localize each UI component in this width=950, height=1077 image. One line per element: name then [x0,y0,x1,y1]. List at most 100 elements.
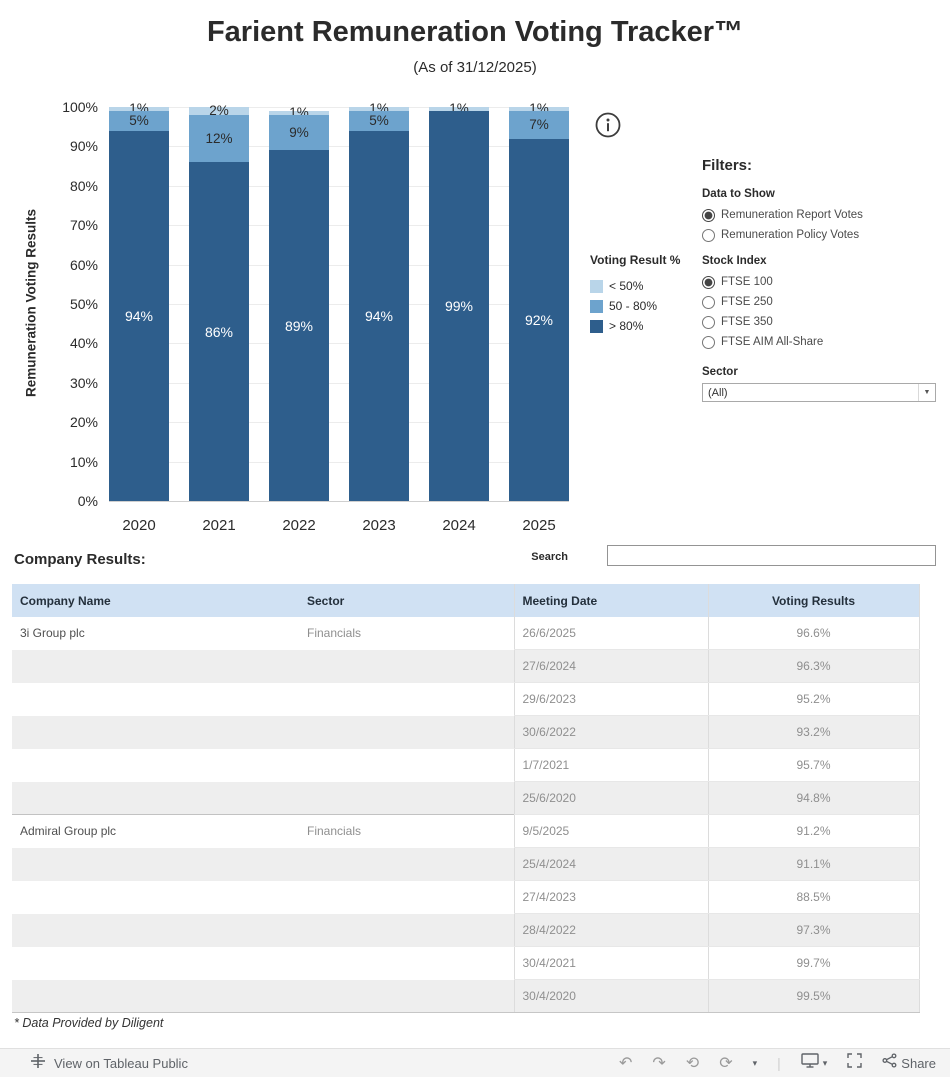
cell-voting-result[interactable]: 96.6% [707,617,920,650]
cell-meeting-date[interactable]: 30/6/2022 [513,715,708,749]
cell-company[interactable] [12,782,299,815]
legend-item-50[interactable]: < 50% [590,276,710,296]
bar-segment-50-2021[interactable]: 2% [189,103,249,118]
radio-option-ftse-350[interactable]: FTSE 350 [702,312,940,332]
share-button[interactable]: Share [882,1053,936,1073]
refresh-icon[interactable]: ⟳ [719,1053,733,1072]
cell-voting-result[interactable]: 91.2% [707,814,920,848]
radio-ftse-100[interactable] [702,275,715,289]
bar-2020: 1% 5% 94% [109,101,169,501]
cell-sector[interactable] [299,979,514,1013]
cell-meeting-date[interactable]: 30/4/2020 [513,979,708,1013]
radio-option-ftse-aim-all-share[interactable]: FTSE AIM All-Share [702,332,940,352]
sector-dropdown[interactable]: (All) ▼ [702,383,936,402]
cell-voting-result[interactable]: 94.8% [707,781,920,815]
cell-company[interactable] [12,716,299,749]
cell-voting-result[interactable]: 93.2% [707,715,920,749]
y-tick-label: 80% [69,177,98,194]
cell-voting-result[interactable]: 95.7% [707,748,920,782]
cell-meeting-date[interactable]: 26/6/2025 [513,617,708,650]
bar-segment-80-2025[interactable]: 92% [509,138,569,501]
cell-sector[interactable] [299,749,514,782]
fullscreen-icon[interactable] [847,1053,862,1073]
bar-segment-50-80-2020[interactable]: 5% [109,110,169,131]
cell-company[interactable] [12,881,299,914]
cell-sector[interactable] [299,881,514,914]
cell-company[interactable] [12,749,299,782]
bar-label: 12% [205,131,233,147]
cell-voting-result[interactable]: 95.2% [707,682,920,716]
legend-item-80[interactable]: > 80% [590,316,710,336]
cell-meeting-date[interactable]: 30/4/2021 [513,946,708,980]
cell-sector[interactable] [299,947,514,980]
bar-segment-80-2021[interactable]: 86% [189,162,249,501]
cell-meeting-date[interactable]: 25/4/2024 [513,847,708,881]
cell-meeting-date[interactable]: 28/4/2022 [513,913,708,947]
cell-meeting-date[interactable]: 29/6/2023 [513,682,708,716]
info-icon[interactable] [594,111,622,139]
bar-segment-50-80-2023[interactable]: 5% [349,110,409,131]
radio-ftse-250[interactable] [702,295,715,309]
cell-company[interactable]: Admiral Group plc [12,814,299,848]
radio-ftse-aim-all-share[interactable] [702,335,715,349]
monitor-caret-icon: ▾ [822,1057,828,1068]
cell-sector[interactable] [299,914,514,947]
cell-company[interactable] [12,947,299,980]
cell-sector[interactable] [299,782,514,815]
bar-label: 9% [289,125,309,141]
gridline [109,107,569,108]
bar-segment-50-80-2025[interactable]: 7% [509,110,569,139]
cell-meeting-date[interactable]: 1/7/2021 [513,748,708,782]
radio-remuneration-policy-votes[interactable] [702,228,715,242]
radio-option-remuneration-policy-votes[interactable]: Remuneration Policy Votes [702,225,940,245]
cell-sector[interactable] [299,683,514,716]
cell-company[interactable] [12,914,299,947]
cell-company[interactable] [12,979,299,1013]
cell-sector[interactable]: Financials [299,814,514,848]
radio-ftse-350[interactable] [702,315,715,329]
cell-meeting-date[interactable]: 27/4/2023 [513,880,708,914]
undo-icon[interactable]: ↶ [618,1053,633,1072]
cell-sector[interactable] [299,848,514,881]
legend-item-50-80[interactable]: 50 - 80% [590,296,710,316]
cell-company[interactable] [12,848,299,881]
bar-2022: 1% 9% 89% [269,105,329,501]
cell-meeting-date[interactable]: 27/6/2024 [513,649,708,683]
cell-meeting-date[interactable]: 25/6/2020 [513,781,708,815]
cell-company[interactable] [12,650,299,683]
cell-voting-result[interactable]: 99.7% [707,946,920,980]
bar-segment-80-2020[interactable]: 94% [109,130,169,501]
filters-panel: Filters: Data to Show Remuneration Report… [702,157,940,402]
bar-segment-50-80-2022[interactable]: 9% [269,114,329,151]
radio-option-ftse-100[interactable]: FTSE 100 [702,272,940,292]
caret-down-icon[interactable]: ▾ [752,1057,758,1068]
filter-group-label: Data to Show [702,188,775,200]
cell-voting-result[interactable]: 91.1% [707,847,920,881]
cell-company[interactable] [12,683,299,716]
radio-option-ftse-250[interactable]: FTSE 250 [702,292,940,312]
bar-label: 2% [209,103,229,119]
bar-segment-80-2023[interactable]: 94% [349,130,409,501]
cell-sector[interactable] [299,716,514,749]
cell-voting-result[interactable]: 97.3% [707,913,920,947]
display-size-button[interactable]: ▾ [801,1053,828,1073]
cell-sector[interactable]: Financials [307,626,362,641]
bar-segment-80-2024[interactable]: 99% [429,110,489,501]
cell-voting-result[interactable]: 96.3% [707,649,920,683]
bar-segment-50-80-2021[interactable]: 12% [189,114,249,163]
search-input[interactable] [607,545,936,566]
radio-label: FTSE 100 [721,276,773,288]
cell-sector[interactable] [299,650,514,683]
cell-voting-result[interactable]: 99.5% [707,979,920,1013]
redo-icon[interactable]: ↷ [652,1053,666,1072]
table-row: 25/4/2024 91.1% [12,847,920,881]
cell-company[interactable]: 3i Group plc [20,626,85,641]
cell-meeting-date[interactable]: 9/5/2025 [513,814,708,848]
reset-icon[interactable]: ⟲ [685,1053,700,1072]
cell-voting-result[interactable]: 88.5% [707,880,920,914]
radio-option-remuneration-report-votes[interactable]: Remuneration Report Votes [702,205,940,225]
tableau-attribution-link[interactable]: View on Tableau Public [30,1053,188,1074]
bar-segment-80-2022[interactable]: 89% [269,150,329,501]
radio-remuneration-report-votes[interactable] [702,208,715,222]
